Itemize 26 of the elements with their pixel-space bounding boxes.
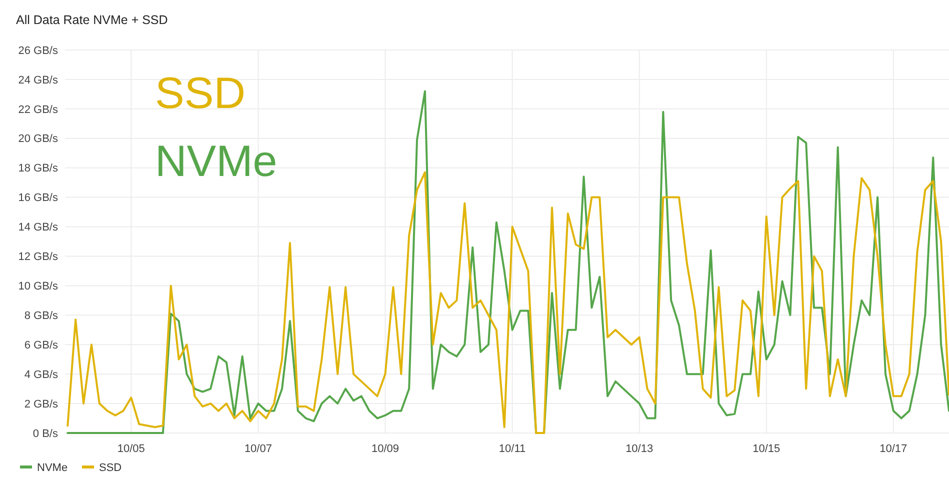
y-tick-label: 26 GB/s (18, 44, 58, 57)
legend-label: SSD (99, 462, 122, 474)
y-tick-label: 24 GB/s (18, 74, 58, 86)
y-tick-label: 18 GB/s (18, 162, 58, 175)
y-tick-label: 14 GB/s (18, 222, 58, 234)
chart-title: All Data Rate NVMe + SSD (16, 13, 168, 27)
y-tick-label: 16 GB/s (18, 192, 58, 204)
y-tick-label: 20 GB/s (18, 133, 58, 146)
y-tick-label: 0 B/s (32, 428, 58, 440)
x-tick-label: 10/15 (752, 443, 780, 455)
x-tick-label: 10/05 (117, 443, 145, 455)
x-tick-label: 10/17 (880, 443, 908, 455)
y-tick-label: 12 GB/s (18, 251, 58, 264)
y-tick-label: 8 GB/s (24, 310, 58, 322)
y-tick-label: 10 GB/s (18, 280, 58, 293)
y-tick-label: 6 GB/s (24, 339, 58, 352)
y-tick-label: 22 GB/s (18, 104, 58, 116)
y-tick-label: 2 GB/s (24, 398, 58, 410)
x-tick-label: 10/07 (244, 443, 272, 455)
legend-label: NVMe (37, 462, 68, 474)
annotation: NVMe (155, 137, 278, 186)
x-tick-label: 10/13 (626, 443, 654, 455)
x-tick-label: 10/09 (371, 443, 400, 455)
x-tick-label: 10/11 (498, 443, 526, 455)
y-tick-label: 4 GB/s (24, 368, 58, 381)
annotation: SSD (155, 69, 246, 118)
